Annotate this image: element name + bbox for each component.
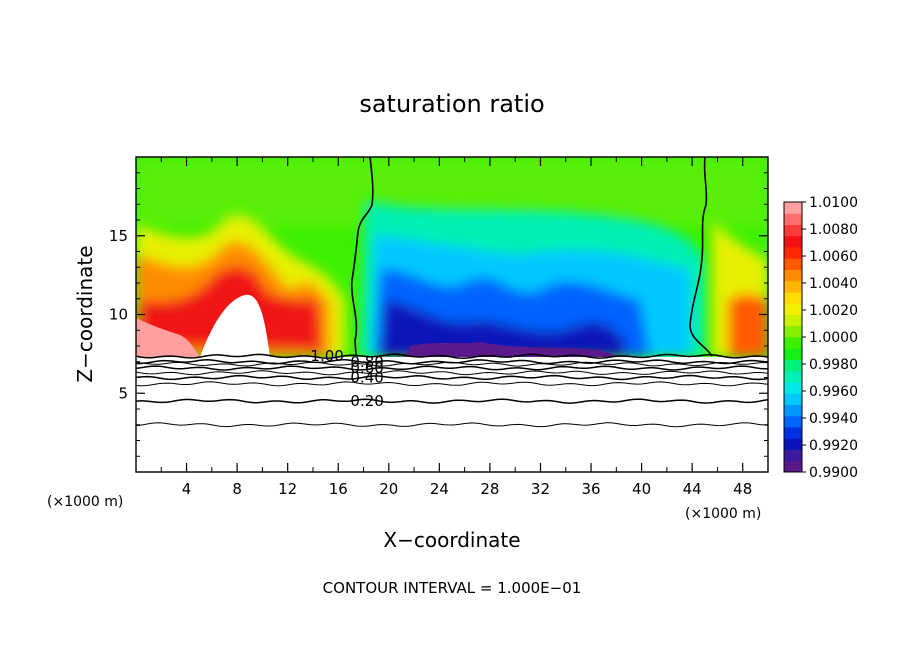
colorbar-swatch [784, 348, 802, 360]
contour-line [136, 361, 768, 367]
x-tick-label: 20 [379, 480, 398, 498]
colorbar-swatch [784, 292, 802, 304]
colorbar [783, 201, 803, 473]
colorbar-tick-label: 1.0020 [809, 303, 858, 319]
colorbar-swatch [784, 337, 802, 349]
contour-label: 0.40 [350, 369, 383, 387]
colorbar-swatch [784, 314, 802, 327]
contour-line [136, 365, 768, 371]
contour-line [136, 374, 768, 381]
colorbar-tick-label: 0.9980 [809, 357, 858, 373]
colorbar-swatch [784, 280, 802, 293]
colorbar-swatch [784, 213, 802, 225]
colorbar-swatch [784, 370, 802, 383]
colorbar-swatch [784, 303, 802, 315]
x-tick-label: 48 [733, 480, 752, 498]
colorbar-swatch [784, 224, 802, 237]
colorbar-tick-label: 1.0000 [809, 330, 858, 346]
contour-label: 1.00 [310, 347, 343, 365]
colorbar-tick-label: 1.0040 [809, 276, 858, 292]
y-tick-label: 15 [109, 227, 128, 245]
colorbar-swatch [784, 415, 802, 428]
contour-label: 0.20 [350, 392, 383, 410]
colorbar-swatch [784, 393, 802, 405]
colorbar-swatch [784, 325, 802, 338]
contour-label: 0.80 [350, 353, 383, 371]
y-tick-label: 5 [118, 384, 128, 402]
colorbar-tick-label: 0.9920 [809, 438, 858, 454]
x-tick-label: 44 [683, 480, 702, 498]
colorbar-swatch [784, 247, 802, 259]
contour-line [136, 370, 768, 376]
colorbar-tick-label: 1.0080 [809, 222, 858, 238]
y-tick-label: 10 [109, 306, 128, 324]
x-tick-label: 32 [531, 480, 550, 498]
contour-line [136, 381, 768, 387]
contour-label: 0.60 [350, 359, 383, 377]
colorbar-labels: 1.0100 1.0080 1.0060 1.0040 1.0020 1.0000 0.99… [802, 195, 858, 481]
colorbar-swatch [784, 460, 802, 473]
colorbar-swatch [784, 235, 802, 248]
x-tick-label: 16 [329, 480, 348, 498]
saturation-field [136, 157, 768, 472]
contour-line [136, 359, 768, 365]
saturation-boundary-left [350, 157, 374, 357]
contour-line [136, 353, 768, 359]
colorbar-swatch [784, 449, 802, 462]
field-white-core [200, 294, 270, 357]
colorbar-swatch [784, 438, 802, 450]
field-orange-right [728, 294, 768, 357]
colorbar-swatch [784, 427, 802, 439]
x-unit-label-right: (×1000 m) [685, 506, 761, 522]
colorbar-swatch [784, 269, 802, 282]
contour-interval-note: CONTOUR INTERVAL = 1.000E−01 [323, 579, 582, 597]
x-axis-ticks: 4 8 12 16 20 24 28 32 36 40 44 48 [160, 157, 752, 498]
colorbar-swatch [784, 382, 802, 394]
colorbar-swatch [784, 258, 802, 270]
x-tick-label: 12 [278, 480, 297, 498]
cloud-water-contours [136, 353, 768, 428]
x-tick-label: 40 [632, 480, 651, 498]
colorbar-tick-label: 0.9960 [809, 384, 858, 400]
x-unit-label-left: (×1000 m) [47, 494, 123, 510]
field-below-cloud [136, 357, 768, 472]
x-tick-label: 4 [182, 480, 192, 498]
contour-line [136, 422, 768, 428]
colorbar-tick-label: 1.0060 [809, 249, 858, 265]
colorbar-tick-label: 0.9900 [809, 465, 858, 481]
saturation-boundary-right [689, 157, 713, 357]
x-tick-label: 36 [581, 480, 600, 498]
field-pink-edge [136, 318, 200, 357]
y-axis-label: Z−coordinate [73, 245, 97, 382]
colorbar-swatch [784, 202, 802, 214]
field-purple-rim [405, 342, 620, 357]
colorbar-tick-label: 1.0100 [809, 195, 858, 211]
y-axis-ticks: 5 10 15 [109, 172, 768, 457]
colorbar-swatch [784, 359, 802, 372]
field-deepblue-region [380, 300, 625, 357]
x-tick-label: 28 [480, 480, 499, 498]
x-tick-label: 8 [232, 480, 242, 498]
colorbar-tick-label: 0.9940 [809, 411, 858, 427]
x-tick-label: 24 [430, 480, 449, 498]
colorbar-swatch [784, 404, 802, 417]
chart-title: saturation ratio [359, 90, 544, 118]
contour-line [136, 398, 768, 404]
contour-labels: 1.00 0.800.600.40 0.20 [310, 347, 383, 410]
x-axis-label: X−coordinate [383, 528, 520, 552]
